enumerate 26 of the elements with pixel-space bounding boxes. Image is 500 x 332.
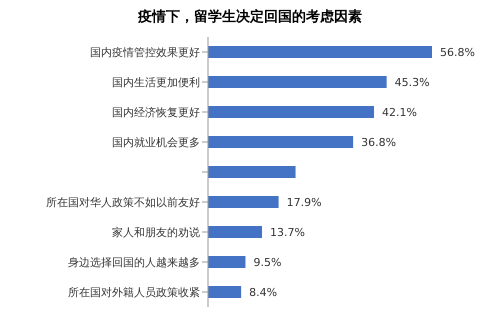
y-tick-label: 身边选择回国的人越来越多 [68,256,200,269]
data-label: 13.7% [270,226,305,239]
bar [208,136,354,148]
data-label: 56.8% [440,46,475,59]
bar [208,226,262,238]
bar [208,256,246,268]
data-label: 17.9% [286,196,322,209]
data-label: 45.3% [394,76,430,89]
y-tick-label: 家人和朋友的劝说 [112,226,200,239]
bar [208,106,374,118]
y-tick-label: 国内经济恢复更好 [112,106,200,119]
bar [208,166,296,178]
data-label: 8.4% [249,286,278,299]
chart-title: 疫情下，留学生决定回国的考虑因素 [136,8,363,26]
y-tick-label: 国内疫情管控效果更好 [90,46,200,59]
data-label: 9.5% [253,256,282,269]
y-tick-label: 所在国对华人政策不如以前友好 [46,196,200,209]
bar [208,76,387,88]
data-label: 42.1% [382,106,417,119]
bar [208,46,432,58]
y-tick-label: 所在国对外籍人员政策收紧 [68,286,200,299]
y-tick-label: 国内生活更加便利 [112,76,200,89]
bar [208,196,279,208]
y-tick-label: 国内就业机会更多 [112,136,200,149]
data-label: 36.8% [361,136,396,149]
bar [208,286,242,298]
